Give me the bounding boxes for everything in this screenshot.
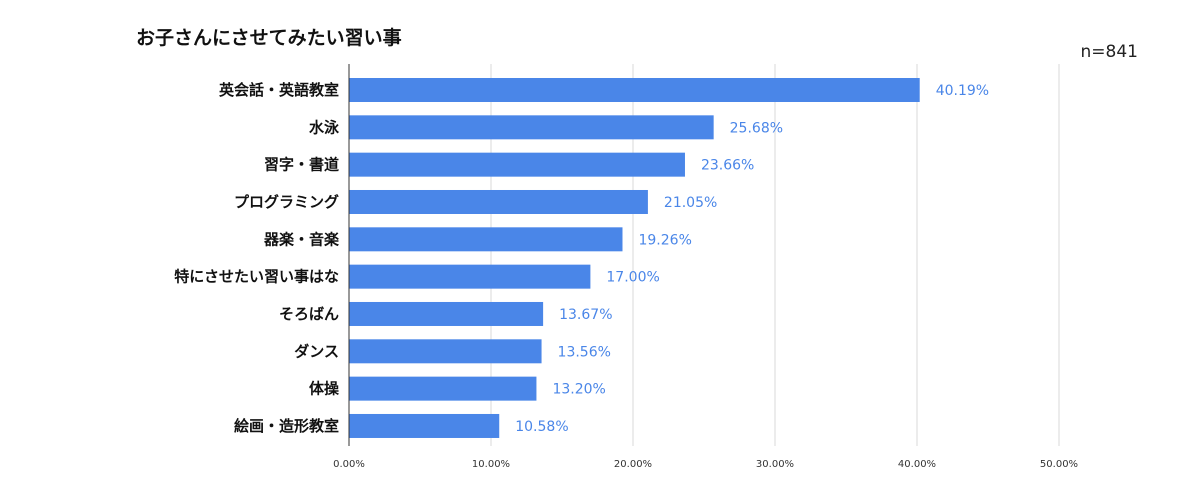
category-label: 習字・書道 [264,156,339,174]
bar [349,339,542,364]
category-label: そろばん [279,305,339,323]
labels: 0.00% 10.00% 20.00% 30.00% 40.00% 50.00% 英会話・英… [174,81,1078,470]
data-label: 25.68% [730,120,783,136]
data-label: 10.58% [515,419,568,435]
bar [349,152,685,177]
bar [349,301,544,326]
bar [349,189,648,214]
category-label: ダンス [294,342,339,360]
sample-size-label: n=841 [1081,42,1138,62]
category-label: 英会話・英語教室 [219,81,339,99]
category-label: 特にさせたい習い事はな [174,268,339,286]
data-label: 13.67% [559,307,612,323]
category-label: 器楽・音楽 [263,230,340,248]
bar [349,115,714,140]
data-label: 21.05% [664,195,717,211]
x-tick-label: 0.00% [333,459,365,470]
bar [349,413,500,438]
data-label: 13.20% [552,382,605,398]
bar [349,264,591,289]
category-label: 水泳 [309,118,340,136]
bar [349,227,623,252]
x-tick-label: 40.00% [898,459,936,470]
data-label: 17.00% [606,270,659,286]
bar [349,78,920,102]
x-tick-label: 50.00% [1040,459,1078,470]
x-tick-label: 30.00% [756,459,794,470]
category-label: 絵画・造形教室 [234,417,339,435]
bars [349,78,920,438]
category-label: プログラミング [234,193,339,211]
category-label: 体操 [309,380,340,398]
data-label: 19.26% [638,232,691,248]
data-label: 23.66% [701,158,754,174]
data-label: 40.19% [936,83,989,99]
x-tick-label: 10.00% [472,459,510,470]
data-label: 13.56% [558,344,611,360]
bar [349,376,537,401]
x-tick-label: 20.00% [614,459,652,470]
chart-title: お子さんにさせてみたい習い事 [136,26,402,49]
